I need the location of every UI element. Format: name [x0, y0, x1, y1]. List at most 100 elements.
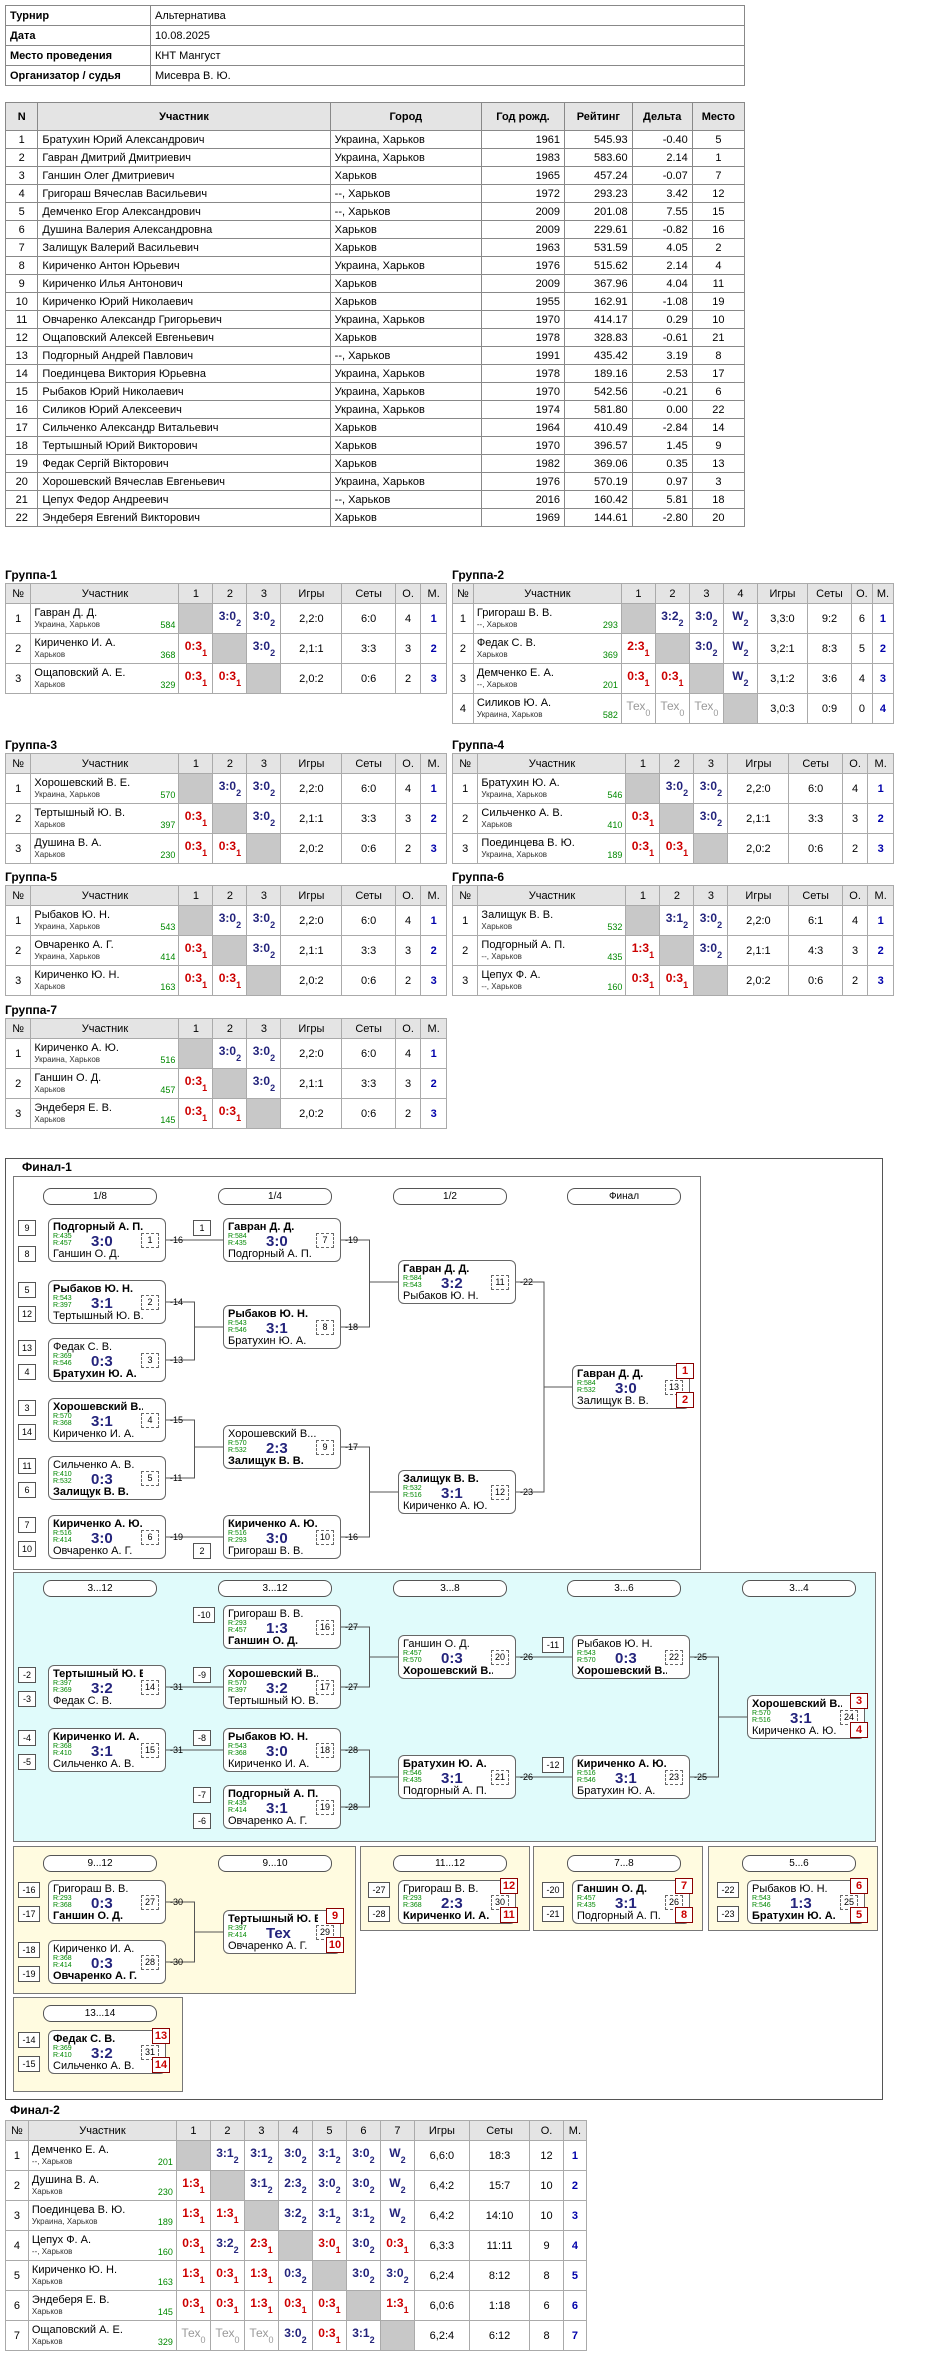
score-points: 1	[199, 2214, 205, 2225]
points: 4	[394, 603, 422, 634]
bracket-match: Кириченко А. Ю. R:516 R:546 3:1 23 Братухин Ю…	[572, 1755, 690, 1799]
player-one: Сильченко А. В.	[53, 1459, 135, 1471]
rating-two: R:293	[228, 1537, 247, 1544]
ratings: R:570 R:397	[228, 1680, 247, 1694]
player-one: Рыбаков Ю. Н.	[228, 1308, 308, 1320]
participant-name: Душина В. А.	[31, 2173, 100, 2186]
col-name: Участник	[472, 583, 622, 604]
place: 1	[562, 2140, 588, 2171]
match-number: 4	[141, 1413, 159, 1428]
match-result: 0:31	[277, 2290, 313, 2321]
score: 3:22	[661, 609, 683, 627]
player-cell: 144.61	[564, 508, 633, 527]
match-result: 1:31	[175, 2170, 211, 2201]
games: 6,4:2	[413, 2170, 470, 2201]
rating-one: R:457	[577, 1895, 596, 1902]
player-one: Ганшин О. Д.	[403, 1638, 470, 1650]
match-number: 15	[141, 1743, 159, 1758]
games: 6,2:4	[413, 2320, 470, 2351]
rating-one: R:570	[228, 1680, 247, 1687]
participant-name: Демченко Е. А.	[476, 666, 554, 679]
place-box: 10	[326, 1937, 344, 1953]
score-value: 0:3	[284, 2296, 302, 2311]
city-text: Харьков	[34, 649, 66, 659]
score-value: 1:3	[182, 2176, 200, 2191]
loser-destination: -23	[520, 1487, 534, 1497]
participant: Цепух Ф. А. --, Харьков 160	[27, 2230, 177, 2261]
bracket-match: Григораш В. В. R:293 R:368 2:3 30 Кириченко И…	[398, 1880, 516, 1924]
score-value: W	[389, 2146, 401, 2161]
player-row: 12 Ощаповский Алексей Евгеньевич Харьков 19…	[4, 328, 746, 347]
score-points: 2	[369, 2334, 375, 2345]
rating-one: R:410	[53, 1471, 72, 1478]
rating-one: R:457	[403, 1650, 422, 1657]
match-result: 0:31	[178, 633, 214, 664]
bracket-match: Сильченко А. В. R:410 R:532 0:3 5 Залищук В. …	[48, 1456, 166, 1500]
rating-two: R:570	[577, 1657, 596, 1664]
place-box: 1	[676, 1363, 694, 1379]
match-number: 2	[141, 1295, 159, 1310]
player-one: Федак С. В.	[53, 1341, 113, 1353]
score: Тех0	[215, 2326, 239, 2344]
player-two: Ганшин О. Д.	[228, 1635, 299, 1647]
ratings: R:293 R:457	[228, 1620, 247, 1634]
participant: Кириченко И. А. Харьков 368	[30, 633, 180, 664]
info-key: Место проведения	[5, 45, 151, 66]
player-two: Подгорный А. П.	[403, 1785, 487, 1797]
rating: 189	[157, 2216, 173, 2227]
sets: 14:10	[468, 2200, 531, 2231]
sets: 8:12	[468, 2260, 531, 2291]
place: 1	[420, 603, 447, 634]
col-games: Игры	[756, 583, 809, 604]
row-number: 6	[5, 2290, 29, 2321]
match-result: 3:12	[311, 2200, 347, 2231]
participant-name: Федак С. В.	[476, 636, 536, 649]
seed-box: -6	[193, 1813, 211, 1829]
players-table: N Участник Город Год рожд. Рейтинг Дельта Мест…	[4, 102, 746, 527]
score: W2	[389, 2206, 405, 2224]
loser-destination: -26	[520, 1652, 534, 1662]
match-result: 3:02	[246, 603, 282, 634]
player-cell: Украина, Харьков	[329, 130, 483, 149]
player-two: Сильченко А. В.	[53, 1758, 135, 1770]
games: 6,3:3	[413, 2230, 470, 2261]
player-two: Ганшин О. Д.	[53, 1248, 120, 1260]
round-label: 3...12	[43, 1580, 157, 1597]
score-points: 2	[400, 2154, 406, 2165]
score-value: 1:3	[250, 2296, 268, 2311]
participant-city: --, Харьков 201	[32, 2156, 173, 2168]
score: 3:12	[250, 2146, 272, 2164]
column-header: Участник	[37, 102, 331, 131]
participant-name: Поединцева В. Ю.	[31, 2203, 126, 2216]
loser-destination: -26	[520, 1772, 534, 1782]
score-value: 0:3	[218, 669, 237, 684]
match-result: 3:12	[243, 2140, 279, 2171]
match-result: 0:31	[175, 2290, 211, 2321]
score-value: 3:1	[250, 2146, 268, 2161]
player-two: Братухин Ю. А.	[577, 1785, 656, 1797]
score-value: 0:3	[284, 2266, 302, 2281]
place: 7	[562, 2320, 588, 2351]
seed-box: -16	[18, 1882, 40, 1898]
seed-box: 1	[193, 1220, 211, 1236]
score: 0:31	[216, 2296, 238, 2314]
seed-box: 12	[18, 1306, 36, 1322]
player-one: Федак С. В.	[53, 2033, 116, 2045]
score-value: 0:3	[386, 2236, 404, 2251]
match-result: 3:12	[209, 2140, 245, 2171]
group-title: Группа-2	[452, 568, 505, 582]
group-row: 1 Демченко Е. А. --, Харьков 201 3:12 3:12 3:0…	[5, 2140, 588, 2171]
player-one: Рыбаков Ю. Н.	[53, 1283, 133, 1295]
participant-city: Харьков 145	[32, 2306, 173, 2318]
player-row: 22 Эндеберя Евгений Викторович Харьков 1969…	[4, 508, 746, 527]
group-table: № Участник 1 2 3 Игры Сеты О. М. 1 Гавран Д. Д. Укр…	[4, 583, 447, 694]
col-sets: Сеты	[807, 583, 852, 604]
score-points: 2	[400, 2214, 406, 2225]
match-number: 7	[316, 1233, 334, 1248]
rating-two: R:368	[228, 1750, 247, 1757]
participant-name: Кириченко И. А.	[34, 636, 116, 649]
row-number: 7	[5, 2320, 29, 2351]
player-one: Подгорный А. П.	[228, 1788, 318, 1800]
score: 3:02	[352, 2176, 374, 2194]
seed-box: -27	[368, 1882, 390, 1898]
